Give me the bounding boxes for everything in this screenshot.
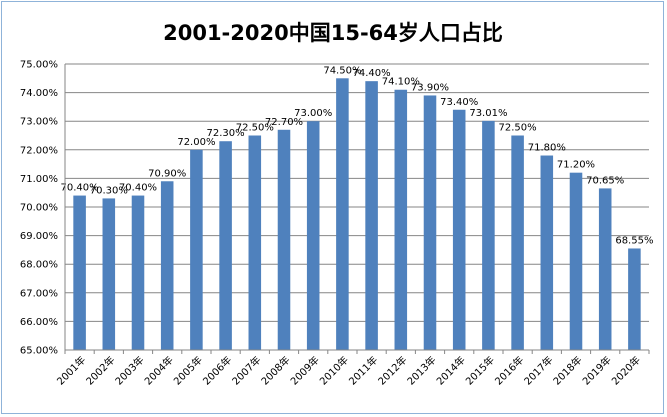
bar [160, 181, 174, 350]
category-label: 2004年 [142, 353, 176, 387]
bar [190, 149, 203, 350]
y-tick-label: 69.00% [20, 231, 58, 242]
bars [73, 78, 641, 351]
data-label: 72.50% [499, 123, 537, 134]
data-label: 71.20% [557, 160, 595, 171]
y-tick-label: 66.00% [20, 317, 58, 328]
category-label: 2003年 [112, 353, 146, 387]
bar [628, 248, 641, 350]
bar [102, 198, 116, 350]
chart-title: 2001-2020中国15-64岁人口占比 [163, 21, 503, 45]
bar [482, 120, 495, 350]
category-label: 2013年 [404, 353, 438, 387]
data-label: 72.30% [207, 128, 245, 139]
data-label: 73.01% [469, 108, 507, 119]
category-label: 2006年 [200, 353, 234, 387]
bar [365, 81, 378, 350]
category-label: 2017年 [521, 353, 555, 387]
axes [64, 64, 650, 354]
bar [540, 155, 554, 350]
data-label: 72.00% [177, 137, 215, 148]
category-label: 2014年 [434, 353, 468, 387]
category-label: 2011年 [346, 353, 380, 387]
data-label: 72.70% [265, 117, 303, 128]
bar [131, 195, 145, 350]
y-tick-label: 74.00% [20, 88, 58, 99]
category-label: 2001年 [54, 353, 88, 387]
y-tick-label: 72.00% [20, 145, 58, 156]
y-tick-label: 65.00% [20, 346, 58, 357]
y-axis-ticks: 65.00% 66.00% 67.00% 68.00% 69.00% 70.00% 71.0… [20, 60, 58, 357]
bar [598, 188, 612, 350]
data-label: 73.90% [411, 82, 449, 93]
bar [569, 172, 583, 350]
data-label: 74.50% [323, 65, 361, 76]
bar [452, 109, 466, 350]
y-tick-label: 70.00% [20, 203, 58, 214]
category-label: 2009年 [288, 353, 322, 387]
data-label: 74.10% [382, 77, 420, 88]
bar [423, 95, 437, 351]
y-tick-label: 75.00% [20, 60, 58, 71]
data-label: 70.65% [586, 175, 624, 186]
y-tick-label: 67.00% [20, 288, 58, 299]
category-label: 2016年 [492, 353, 526, 387]
bar [73, 195, 86, 350]
y-tick-label: 73.00% [20, 117, 58, 128]
category-label: 2005年 [171, 353, 205, 387]
category-label: 2015年 [463, 353, 497, 387]
category-label: 2008年 [258, 353, 292, 387]
category-label: 2020年 [609, 353, 643, 387]
data-label: 70.30% [90, 185, 128, 196]
category-label: 2007年 [229, 353, 263, 387]
bar [511, 135, 524, 350]
x-axis-categories: 2001年2002年2003年2004年2005年2006年2007年2008年… [54, 353, 643, 387]
bar [306, 121, 320, 350]
data-label: 72.50% [236, 123, 274, 134]
data-labels: 70.40%70.30%70.40%70.90%72.00%72.30%72.5… [61, 65, 654, 246]
bar [248, 135, 262, 350]
y-tick-label: 71.00% [20, 174, 58, 185]
data-label: 73.40% [440, 97, 478, 108]
data-label: 70.40% [61, 183, 99, 194]
data-label: 73.00% [294, 108, 332, 119]
category-label: 2012年 [375, 353, 409, 387]
data-label: 74.40% [353, 68, 391, 79]
bar [336, 78, 349, 351]
category-label: 2010年 [317, 353, 351, 387]
bar [394, 89, 408, 351]
category-label: 2002年 [83, 353, 117, 387]
bar [277, 129, 291, 350]
data-label: 70.40% [119, 183, 157, 194]
data-label: 68.55% [615, 235, 653, 246]
category-label: 2018年 [550, 353, 584, 387]
data-label: 70.90% [148, 168, 186, 179]
y-tick-label: 68.00% [20, 260, 58, 271]
bar [219, 141, 232, 350]
category-label: 2019年 [580, 353, 614, 387]
data-label: 71.80% [528, 143, 566, 154]
